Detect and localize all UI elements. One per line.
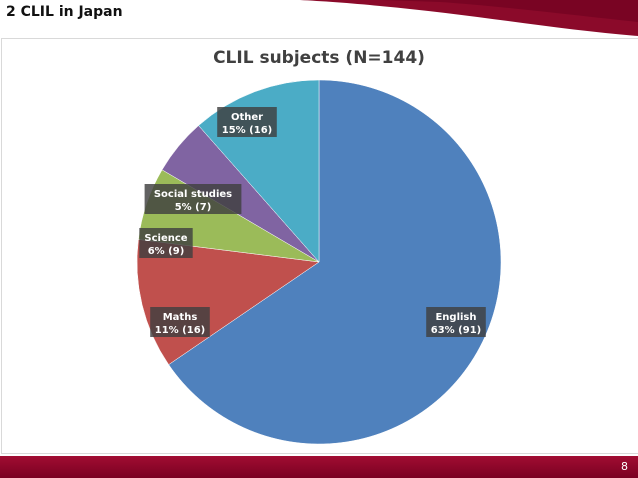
data-label-maths: Maths 11% (16) [150,307,210,337]
chart-title: CLIL subjects (N=144) [213,48,425,68]
header-swoosh [300,0,638,36]
pie-slice-english [168,79,502,445]
slide-title: 2 CLIL in Japan [6,4,123,20]
data-label-category: Maths [163,312,198,323]
data-label-box [217,107,277,137]
data-label-value: 11% (16) [155,325,205,336]
data-label-category: Other [231,112,263,123]
data-label-category: English [435,312,476,323]
data-label-box [426,307,486,337]
data-label-category: Social studies [154,189,232,200]
data-label-other: Other 15% (16) [217,107,277,137]
data-label-value: 15% (16) [222,125,272,136]
data-label-box [144,184,242,214]
data-label-social-studies: Social studies 5% (7) [144,184,242,214]
data-label-science: Science 6% (9) [139,228,193,258]
data-label-box [139,228,193,258]
data-label-english: English 63% (91) [426,307,486,337]
data-label-value: 6% (9) [148,246,185,257]
data-label-category: Science [144,233,187,244]
data-label-value: 63% (91) [431,325,481,336]
page-number: 8 [621,460,628,473]
slide-header: 2 CLIL in Japan [0,0,638,44]
data-label-box [150,307,210,337]
data-label-value: 5% (7) [175,202,212,213]
slide-footer: 8 [0,456,638,478]
